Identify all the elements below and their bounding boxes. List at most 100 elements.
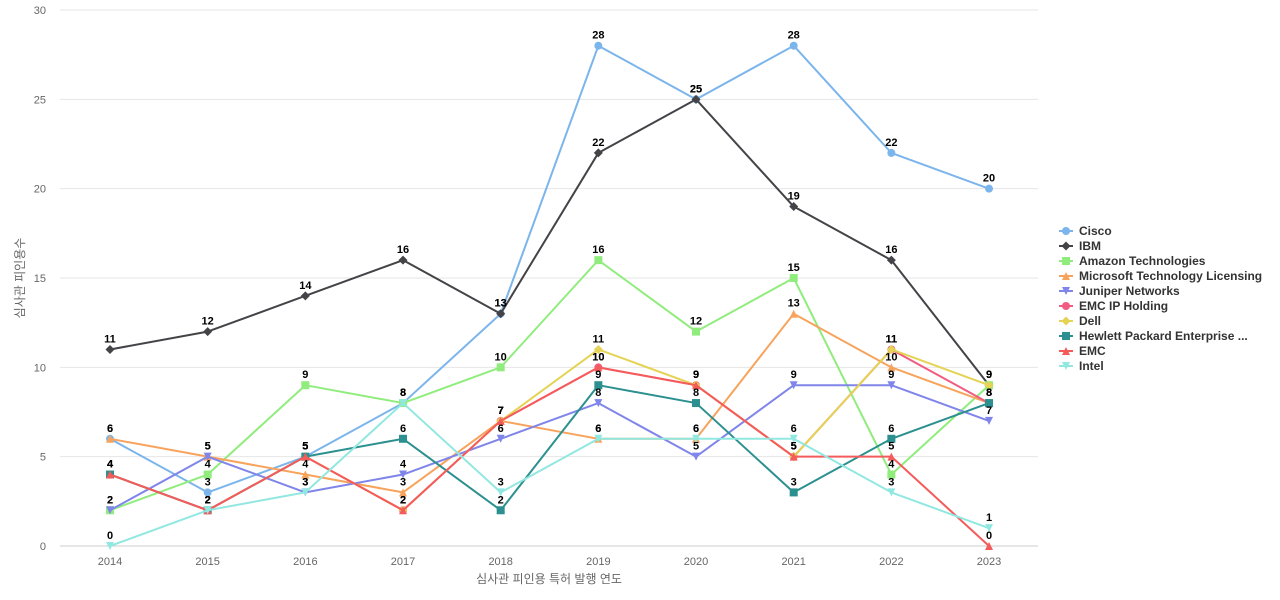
y-tick-label: 0 (40, 541, 46, 553)
data-point[interactable] (692, 452, 701, 461)
y-tick-label: 15 (34, 273, 46, 285)
data-label: 9 (693, 369, 699, 381)
legend-item[interactable]: EMC (1059, 344, 1106, 358)
legend-item[interactable]: Intel (1059, 359, 1104, 373)
data-point[interactable] (593, 148, 603, 158)
data-point[interactable] (301, 381, 310, 390)
data-point[interactable] (301, 488, 310, 497)
data-label: 25 (690, 83, 702, 95)
data-point[interactable] (496, 506, 505, 515)
data-point[interactable] (399, 488, 408, 497)
data-label: 3 (791, 476, 797, 488)
data-label: 6 (400, 423, 406, 435)
data-point[interactable] (203, 488, 212, 497)
data-point[interactable] (985, 184, 994, 193)
x-axis-title: 심사관 피인용 특허 발행 연도 (476, 571, 622, 586)
data-point[interactable] (398, 255, 408, 265)
legend-item[interactable]: Amazon Technologies (1059, 254, 1206, 268)
data-point[interactable] (496, 434, 505, 443)
data-point[interactable] (985, 399, 994, 408)
data-label: 2 (205, 494, 211, 506)
data-point[interactable] (887, 148, 896, 157)
data-point[interactable] (301, 470, 310, 479)
legend-marker (1062, 332, 1070, 340)
data-point[interactable] (594, 381, 603, 390)
legend-item[interactable]: IBM (1059, 239, 1101, 253)
data-label: 0 (107, 530, 113, 542)
data-label: 0 (986, 530, 992, 542)
data-point[interactable] (203, 327, 213, 337)
data-point[interactable] (985, 524, 994, 533)
legend-item[interactable]: Hewlett Packard Enterprise ... (1059, 329, 1248, 343)
data-point[interactable] (985, 542, 994, 550)
data-point[interactable] (887, 488, 896, 497)
data-point[interactable] (594, 399, 603, 408)
data-point[interactable] (105, 344, 115, 354)
data-point[interactable] (692, 434, 701, 443)
data-point[interactable] (106, 506, 114, 515)
data-point[interactable] (789, 309, 798, 318)
data-point[interactable] (692, 381, 701, 390)
data-point[interactable] (300, 291, 310, 301)
data-point[interactable] (203, 506, 212, 515)
data-point[interactable] (399, 434, 408, 443)
data-point[interactable] (106, 470, 114, 479)
data-point[interactable] (496, 488, 505, 497)
grid-lines (60, 9, 1038, 547)
data-point[interactable] (496, 416, 505, 425)
legend-item[interactable]: Juniper Networks (1059, 284, 1180, 298)
data-point[interactable] (887, 452, 896, 461)
data-point[interactable] (886, 344, 896, 354)
data-point[interactable] (887, 381, 896, 390)
series-cisco (106, 41, 994, 497)
data-point[interactable] (887, 363, 896, 372)
data-label: 7 (498, 405, 504, 417)
data-point[interactable] (496, 309, 506, 319)
data-point[interactable] (106, 542, 114, 550)
data-point[interactable] (399, 399, 408, 408)
data-point[interactable] (789, 452, 798, 461)
x-tick-label: 2021 (781, 556, 805, 568)
data-point[interactable] (886, 255, 896, 265)
data-label: 4 (107, 459, 114, 471)
legend-marker (1061, 316, 1071, 326)
data-point[interactable] (594, 363, 603, 372)
x-tick-label: 2017 (391, 556, 415, 568)
data-point[interactable] (887, 434, 896, 443)
data-point[interactable] (594, 41, 603, 50)
legend-item[interactable]: Cisco (1059, 224, 1112, 238)
data-point[interactable] (985, 416, 994, 425)
data-point[interactable] (301, 452, 310, 461)
data-point[interactable] (789, 488, 798, 497)
legend-item[interactable]: EMC IP Holding (1059, 299, 1168, 313)
data-point[interactable] (203, 452, 212, 461)
data-point[interactable] (692, 327, 701, 336)
legend-item[interactable]: Microsoft Technology Licensing (1059, 269, 1262, 283)
data-point[interactable] (593, 344, 603, 354)
data-label: 3 (205, 476, 211, 488)
data-label: 6 (107, 423, 113, 435)
data-point[interactable] (887, 470, 896, 479)
data-point[interactable] (789, 274, 798, 282)
data-point[interactable] (399, 470, 408, 479)
data-label: 11 (593, 333, 605, 345)
y-tick-label: 10 (34, 362, 46, 374)
data-point[interactable] (399, 506, 408, 515)
series-microsoft-technology-licensing (106, 309, 994, 497)
legend-item[interactable]: Dell (1059, 314, 1101, 328)
data-point[interactable] (203, 470, 212, 479)
data-point[interactable] (691, 94, 701, 104)
data-point[interactable] (692, 399, 701, 408)
data-point[interactable] (594, 256, 603, 265)
data-label: 3 (302, 476, 308, 488)
data-point[interactable] (594, 434, 603, 443)
data-point[interactable] (106, 434, 114, 443)
data-label: 5 (693, 441, 699, 453)
data-point[interactable] (789, 41, 798, 50)
data-point[interactable] (496, 363, 505, 372)
data-point[interactable] (789, 202, 799, 212)
data-point[interactable] (984, 380, 994, 390)
legend-label: EMC IP Holding (1079, 299, 1168, 313)
data-point[interactable] (789, 434, 798, 443)
data-point[interactable] (789, 381, 798, 390)
